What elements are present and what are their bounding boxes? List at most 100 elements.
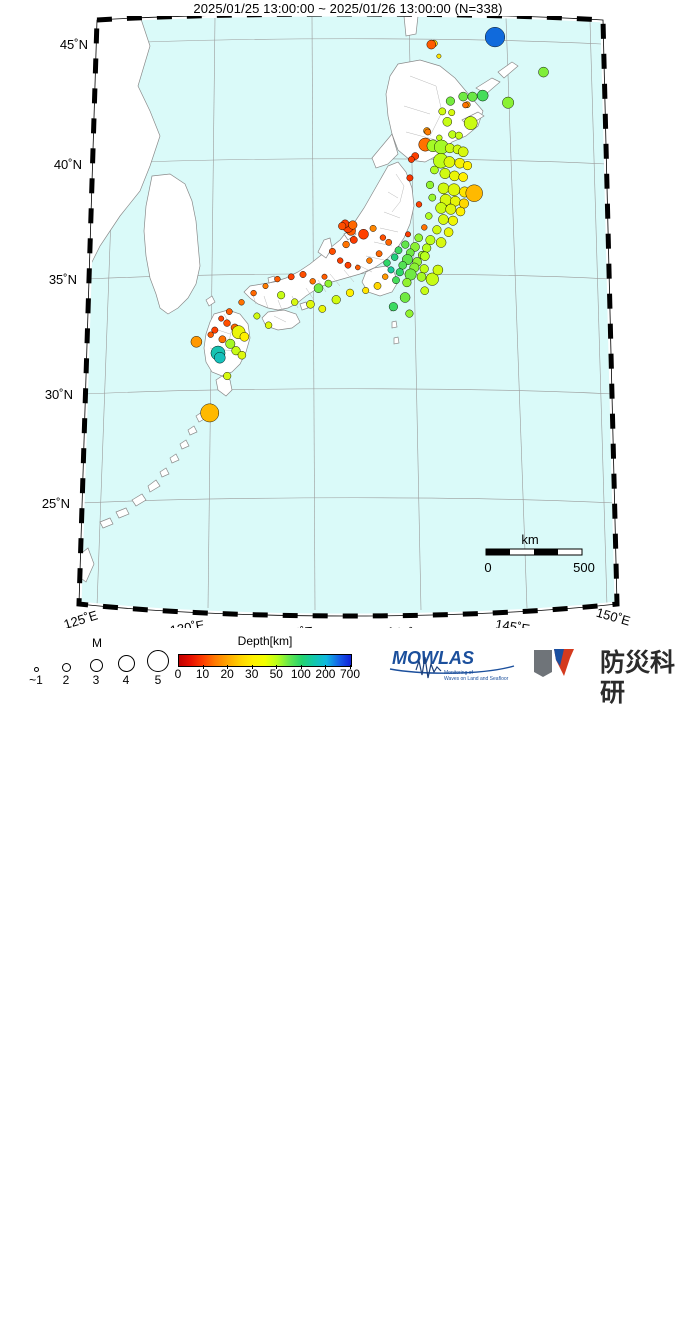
epicenter-marker[interactable] xyxy=(375,250,383,258)
epicenter-marker[interactable] xyxy=(211,326,219,334)
epicenter-marker[interactable] xyxy=(448,215,458,226)
epicenter-marker[interactable] xyxy=(425,272,439,286)
epicenter-marker[interactable] xyxy=(401,240,410,249)
epicenter-marker[interactable] xyxy=(355,264,361,271)
epicenter-marker[interactable] xyxy=(262,283,269,290)
epicenter-marker[interactable] xyxy=(439,168,451,179)
epicenter-marker[interactable] xyxy=(467,91,478,102)
epicenter-marker[interactable] xyxy=(416,272,427,282)
epicenter-marker[interactable] xyxy=(502,96,515,109)
epicenter-marker[interactable] xyxy=(388,302,398,312)
epicenter-marker[interactable] xyxy=(218,315,225,322)
epicenter-marker[interactable] xyxy=(223,319,231,327)
epicenter-marker[interactable] xyxy=(369,224,377,232)
epicenter-marker[interactable] xyxy=(465,184,483,202)
epicenter-marker[interactable] xyxy=(430,165,439,175)
epicenter-marker[interactable] xyxy=(457,146,469,158)
epicenter-marker[interactable] xyxy=(200,403,220,423)
epicenter-marker[interactable] xyxy=(449,170,460,182)
epicenter-layer[interactable] xyxy=(190,27,549,423)
epicenter-marker[interactable] xyxy=(394,246,403,255)
epicenter-marker[interactable] xyxy=(366,257,373,264)
epicenter-marker[interactable] xyxy=(415,201,423,208)
epicenter-marker[interactable] xyxy=(338,222,347,231)
epicenter-marker[interactable] xyxy=(462,161,473,171)
epicenter-marker[interactable] xyxy=(438,107,447,116)
epicenter-marker[interactable] xyxy=(239,332,250,342)
epicenter-marker[interactable] xyxy=(406,174,414,182)
epicenter-marker[interactable] xyxy=(387,266,395,274)
earthquake-map[interactable]: 45˚N 40˚N 35˚N 30˚N 25˚N 125˚E 130˚E 135… xyxy=(0,16,696,628)
epicenter-marker[interactable] xyxy=(318,305,327,313)
epicenter-marker[interactable] xyxy=(402,278,412,288)
epicenter-marker[interactable] xyxy=(425,212,433,220)
epicenter-marker[interactable] xyxy=(442,117,453,127)
epicenter-marker[interactable] xyxy=(405,309,414,318)
epicenter-marker[interactable] xyxy=(538,66,549,78)
epicenter-marker[interactable] xyxy=(214,351,226,364)
epicenter-marker[interactable] xyxy=(348,220,358,230)
epicenter-marker[interactable] xyxy=(425,235,436,246)
epicenter-marker[interactable] xyxy=(476,89,489,102)
epicenter-marker[interactable] xyxy=(225,338,236,349)
epicenter-marker[interactable] xyxy=(321,273,328,280)
epicenter-marker[interactable] xyxy=(299,271,307,278)
epicenter-marker[interactable] xyxy=(448,130,457,139)
epicenter-marker[interactable] xyxy=(463,116,478,130)
epicenter-marker[interactable] xyxy=(437,182,450,195)
epicenter-marker[interactable] xyxy=(422,243,432,253)
epicenter-marker[interactable] xyxy=(447,183,461,196)
epicenter-marker[interactable] xyxy=(420,251,430,261)
epicenter-marker[interactable] xyxy=(362,287,370,294)
epicenter-marker[interactable] xyxy=(443,156,456,168)
epicenter-marker[interactable] xyxy=(428,193,437,202)
epicenter-marker[interactable] xyxy=(395,268,404,277)
epicenter-marker[interactable] xyxy=(445,96,455,106)
epicenter-marker[interactable] xyxy=(223,371,232,381)
epicenter-marker[interactable] xyxy=(337,257,344,264)
epicenter-marker[interactable] xyxy=(291,298,299,306)
epicenter-marker[interactable] xyxy=(345,288,355,297)
epicenter-marker[interactable] xyxy=(425,180,435,189)
epicenter-marker[interactable] xyxy=(383,259,391,267)
epicenter-marker[interactable] xyxy=(358,228,369,240)
epicenter-marker[interactable] xyxy=(250,289,257,297)
epicenter-marker[interactable] xyxy=(328,247,336,255)
map-canvas[interactable]: 45˚N 40˚N 35˚N 30˚N 25˚N 125˚E 130˚E 135… xyxy=(0,16,696,628)
epicenter-marker[interactable] xyxy=(438,214,449,225)
epicenter-marker[interactable] xyxy=(231,346,241,356)
epicenter-marker[interactable] xyxy=(190,336,203,348)
epicenter-marker[interactable] xyxy=(455,131,463,140)
epicenter-marker[interactable] xyxy=(238,299,245,306)
epicenter-marker[interactable] xyxy=(253,312,261,320)
epicenter-marker[interactable] xyxy=(405,231,411,238)
epicenter-marker[interactable] xyxy=(237,350,247,360)
epicenter-marker[interactable] xyxy=(399,292,411,303)
epicenter-marker[interactable] xyxy=(426,39,437,50)
epicenter-marker[interactable] xyxy=(432,264,444,276)
epicenter-marker[interactable] xyxy=(264,321,273,329)
epicenter-marker[interactable] xyxy=(274,275,281,283)
epicenter-marker[interactable] xyxy=(445,203,457,215)
epicenter-marker[interactable] xyxy=(306,300,315,309)
epicenter-marker[interactable] xyxy=(309,278,316,285)
epicenter-marker[interactable] xyxy=(385,238,393,246)
epicenter-marker[interactable] xyxy=(373,282,382,290)
epicenter-marker[interactable] xyxy=(398,261,407,270)
epicenter-marker[interactable] xyxy=(458,91,468,102)
epicenter-marker[interactable] xyxy=(379,234,387,241)
epicenter-marker[interactable] xyxy=(459,198,469,209)
epicenter-marker[interactable] xyxy=(435,237,447,248)
epicenter-marker[interactable] xyxy=(436,53,442,59)
epicenter-marker[interactable] xyxy=(432,225,442,235)
epicenter-marker[interactable] xyxy=(277,291,286,300)
epicenter-marker[interactable] xyxy=(458,172,468,182)
epicenter-marker[interactable] xyxy=(419,264,429,274)
epicenter-marker[interactable] xyxy=(420,286,429,295)
epicenter-marker[interactable] xyxy=(421,224,428,231)
epicenter-marker[interactable] xyxy=(225,308,233,315)
epicenter-marker[interactable] xyxy=(424,128,432,136)
epicenter-marker[interactable] xyxy=(218,335,227,344)
epicenter-marker[interactable] xyxy=(391,253,399,261)
epicenter-marker[interactable] xyxy=(414,233,423,243)
